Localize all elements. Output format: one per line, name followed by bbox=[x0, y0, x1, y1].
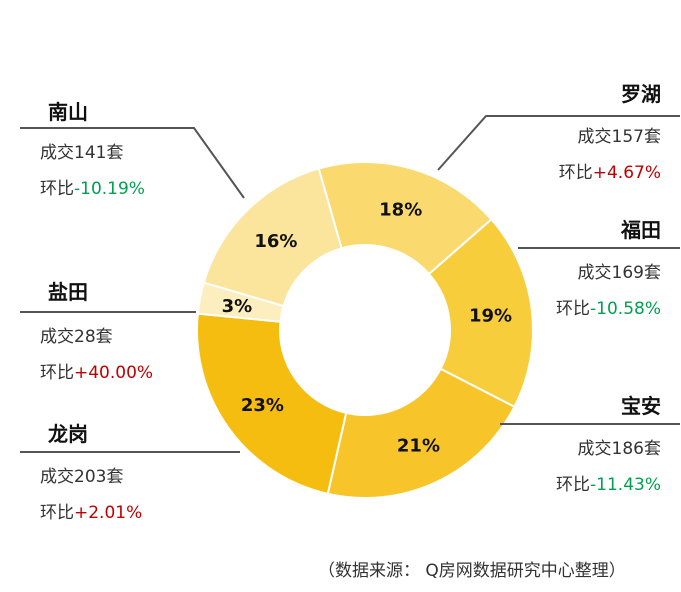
source-note: （数据来源： Q房网数据研究中心整理） bbox=[318, 561, 626, 581]
change-value-yantian: +40.00% bbox=[74, 363, 154, 383]
slice-percent-label: 18% bbox=[379, 200, 422, 221]
change-label-baoan: 环比-11.43% bbox=[556, 470, 661, 495]
change-value-longgang: +2.01% bbox=[74, 503, 143, 523]
leader-line-nanshan bbox=[20, 127, 245, 199]
change-prefix: 环比 bbox=[556, 475, 591, 495]
slice-2 bbox=[427, 217, 534, 409]
change-label-yantian: 环比+40.00% bbox=[40, 358, 153, 383]
slice-percent-label: 3% bbox=[222, 296, 253, 317]
slice-percent-label: 16% bbox=[254, 231, 297, 252]
change-prefix: 环比 bbox=[40, 179, 74, 199]
district-label-nanshan: 南山 bbox=[48, 100, 88, 124]
deals-label-yantian: 成交28套 bbox=[40, 327, 113, 347]
district-label-luohu: 罗湖 bbox=[621, 82, 661, 106]
change-value-futian: -10.58% bbox=[590, 299, 661, 319]
slice-3 bbox=[326, 367, 516, 499]
deals-label-nanshan: 成交141套 bbox=[40, 143, 124, 163]
slice-percent-label: 21% bbox=[397, 436, 440, 457]
change-label-longgang: 环比+2.01% bbox=[40, 498, 142, 523]
slice-percent-label: 23% bbox=[241, 395, 284, 416]
slice-1 bbox=[317, 161, 493, 276]
change-label-luohu: 环比+4.67% bbox=[559, 158, 661, 183]
district-label-longgang: 龙岗 bbox=[48, 422, 88, 446]
slice-percent-label: 19% bbox=[469, 306, 512, 327]
change-label-futian: 环比-10.58% bbox=[556, 294, 661, 319]
deals-label-baoan: 成交186套 bbox=[577, 439, 661, 459]
deals-label-luohu: 成交157套 bbox=[577, 127, 661, 147]
change-label-nanshan: 环比-10.19% bbox=[40, 174, 145, 199]
slice-6 bbox=[202, 167, 343, 308]
change-value-baoan: -11.43% bbox=[590, 475, 661, 495]
change-prefix: 环比 bbox=[40, 363, 74, 383]
change-value-nanshan: -10.19% bbox=[74, 179, 145, 199]
change-prefix: 环比 bbox=[556, 299, 591, 319]
leader-line-luohu bbox=[437, 115, 680, 171]
change-prefix: 环比 bbox=[558, 163, 593, 183]
district-label-baoan: 宝安 bbox=[621, 394, 661, 418]
deals-label-longgang: 成交203套 bbox=[40, 467, 124, 487]
slice-4 bbox=[196, 312, 348, 496]
deals-label-futian: 成交169套 bbox=[577, 263, 661, 283]
change-value-luohu: +4.67% bbox=[592, 163, 661, 183]
district-label-yantian: 盐田 bbox=[48, 280, 88, 304]
district-label-futian: 福田 bbox=[621, 218, 661, 242]
change-prefix: 环比 bbox=[40, 503, 74, 523]
